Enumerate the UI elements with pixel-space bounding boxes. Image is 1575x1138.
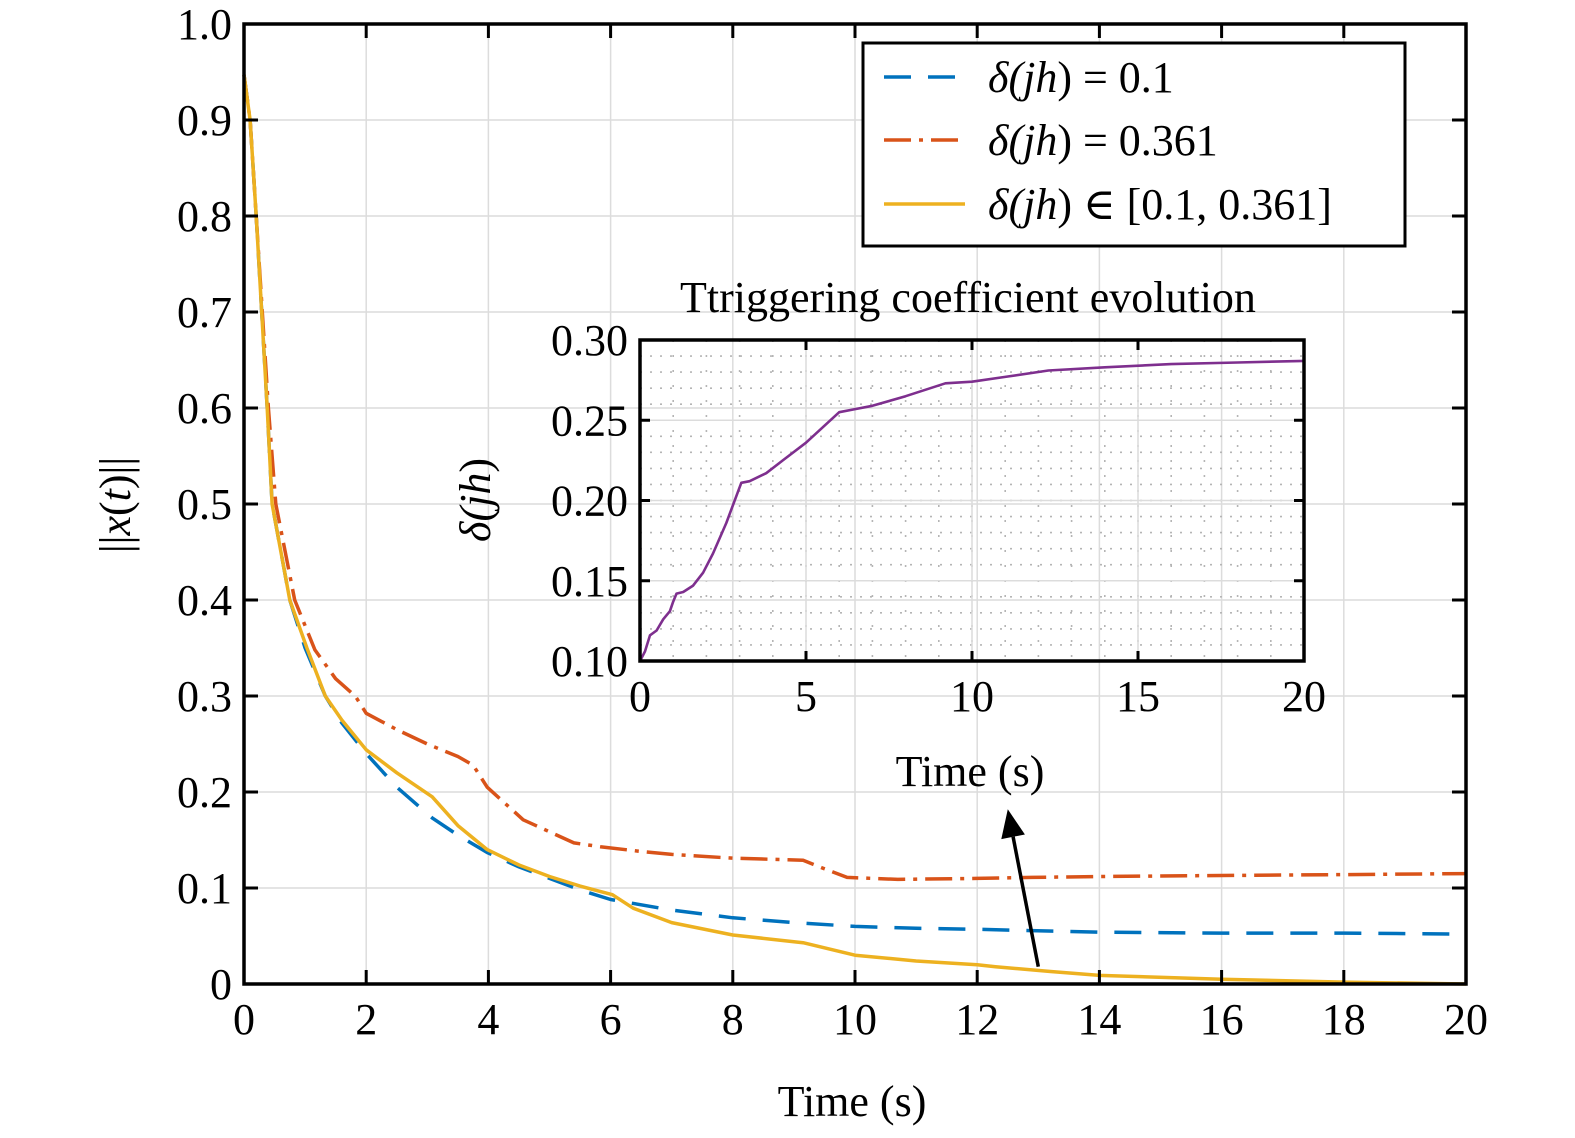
main-x-tick-label: 20 <box>1444 995 1488 1044</box>
series-line-delta-evolution <box>638 359 1305 662</box>
inset-y-tick-label: 0.10 <box>551 637 628 686</box>
inset-grid <box>639 339 1305 662</box>
main-y-tick-label: 0.3 <box>177 672 232 721</box>
main-x-tick-label: 10 <box>833 995 877 1044</box>
inset-x-tick-label: 10 <box>950 672 994 721</box>
main-y-axis-label: ||x(t)|| <box>91 457 140 553</box>
series-line-delta-adaptive <box>242 74 1467 986</box>
main-x-axis-label: Time (s) <box>778 1077 927 1126</box>
legend-entry: δ(jh) = 0.1 <box>884 53 1174 102</box>
svg-text:δ(jh): δ(jh) <box>451 458 500 542</box>
main-x-tick-label: 2 <box>355 995 377 1044</box>
main-series-layer <box>242 74 1467 986</box>
main-y-tick-label: 0.5 <box>177 480 232 529</box>
legend-entry: δ(jh) = 0.361 <box>884 116 1218 165</box>
main-x-tick-label: 18 <box>1322 995 1366 1044</box>
series-line-delta-fixed-high <box>242 74 1467 882</box>
arrow-head <box>1001 809 1025 840</box>
svg-text:δ(jh) ∈ [0.1, 0.361]: δ(jh) ∈ [0.1, 0.361] <box>988 180 1332 229</box>
main-x-tick-label: 6 <box>600 995 622 1044</box>
main-x-tick-label: 12 <box>955 995 999 1044</box>
inset-series-layer <box>638 359 1305 662</box>
arrow-shaft <box>1011 836 1041 968</box>
inset-x-tick-label: 15 <box>1116 672 1160 721</box>
inset-y-tick-label: 0.25 <box>551 396 628 445</box>
main-y-tick-label: 0.8 <box>177 192 232 241</box>
inset-y-tick-label: 0.30 <box>551 316 628 365</box>
svg-text:δ(jh) = 0.1: δ(jh) = 0.1 <box>988 53 1174 102</box>
inset-title: Ttriggering coefficient evolution <box>680 273 1256 322</box>
main-x-tick-label: 8 <box>722 995 744 1044</box>
inset-y-axis-label: δ(jh) <box>451 458 500 542</box>
legend-entry: δ(jh) ∈ [0.1, 0.361] <box>884 180 1332 229</box>
inset-axes: 0 5 10 15 20 0.10 0.15 0.20 0.25 0.30 <box>551 316 1326 721</box>
inset-x-tick-label: 20 <box>1282 672 1326 721</box>
main-y-tick-label: 0.7 <box>177 288 232 337</box>
main-y-tick-label: 0.4 <box>177 576 232 625</box>
legend: δ(jh) = 0.1 δ(jh) = 0.361 δ(jh) ∈ [0.1, … <box>861 41 1407 248</box>
annotation-arrow <box>1001 809 1041 968</box>
inset-x-tick-label: 5 <box>795 672 817 721</box>
main-y-tick-label: 1.0 <box>177 0 232 49</box>
inset-y-tick-label: 0.20 <box>551 477 628 526</box>
main-axes: 0 2 4 6 8 10 12 14 16 18 20 0 0.1 0.2 0.3 0.4 0.5 0.6 0.7 0… <box>177 0 1488 1044</box>
main-y-tick-label: 0.6 <box>177 384 232 433</box>
main-x-tick-label: 16 <box>1200 995 1244 1044</box>
main-y-tick-label: 0.2 <box>177 768 232 817</box>
main-y-tick-label: 0.9 <box>177 96 232 145</box>
main-y-tick-label: 0.1 <box>177 864 232 913</box>
svg-text:||x(t)||: ||x(t)|| <box>91 457 140 553</box>
inset-y-tick-label: 0.15 <box>551 557 628 606</box>
inset-x-tick-label: 0 <box>629 672 651 721</box>
main-x-tick-label: 14 <box>1077 995 1121 1044</box>
inset-x-axis-label: Time (s) <box>896 747 1045 796</box>
main-x-tick-label: 0 <box>233 995 255 1044</box>
main-x-tick-label: 4 <box>477 995 499 1044</box>
svg-text:δ(jh) = 0.361: δ(jh) = 0.361 <box>988 116 1218 165</box>
main-y-tick-label: 0 <box>210 960 232 1009</box>
